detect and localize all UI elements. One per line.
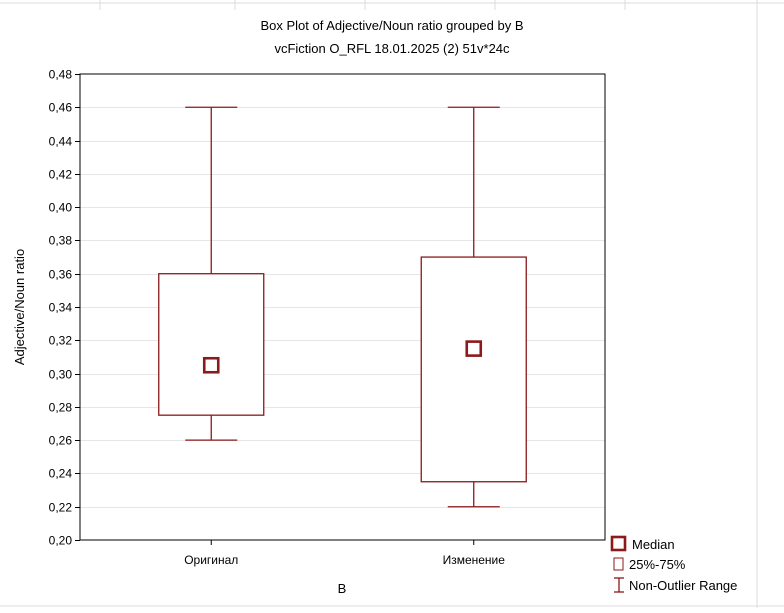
median-marker [202,356,220,374]
box-group [158,106,265,441]
legend-box-marker [613,557,624,571]
legend-range-marker [614,577,624,593]
iqr-box [158,273,265,416]
y-tick-label: 0,36 [49,268,73,282]
y-tick-label: 0,26 [49,434,73,448]
x-axis-ticks: Оригинал Изменение [184,540,505,567]
y-tick-label: 0,22 [49,501,73,515]
legend: Median 25%-75% Non-Outlier Range [610,535,737,593]
legend-range-label: Non-Outlier Range [629,578,737,593]
y-tick-label: 0,28 [49,401,73,415]
median-marker [465,340,483,357]
box-series [158,106,527,508]
y-tick-label: 0,44 [49,135,73,149]
x-tick-label: Изменение [443,553,506,567]
y-axis-label: Adjective/Noun ratio [12,249,27,365]
iqr-box [420,256,527,483]
legend-median-label: Median [632,537,675,552]
y-tick-label: 0,46 [49,101,73,115]
y-tick-label: 0,42 [49,168,73,182]
y-tick-label: 0,48 [49,68,73,82]
legend-box-label: 25%-75% [629,557,686,572]
y-tick-label: 0,34 [49,301,73,315]
x-tick-label: Оригинал [184,553,238,567]
y-axis-ticks: 0,20 0,22 0,24 0,26 0,28 0,30 0,32 0,34 0,36 0,38… [49,68,80,548]
box-group [420,106,527,508]
chart-title: Box Plot of Adjective/Noun ratio grouped… [260,18,523,33]
chart-subtitle: vcFiction O_RFL 18.01.2025 (2) 51v*24c [274,41,510,56]
y-tick-label: 0,38 [49,234,73,248]
y-tick-label: 0,40 [49,201,73,215]
y-tick-label: 0,20 [49,534,73,548]
x-axis-label: B [338,581,347,596]
legend-median-marker [610,535,627,552]
y-tick-label: 0,30 [49,368,73,382]
y-tick-label: 0,24 [49,467,73,481]
y-tick-label: 0,32 [49,334,73,348]
